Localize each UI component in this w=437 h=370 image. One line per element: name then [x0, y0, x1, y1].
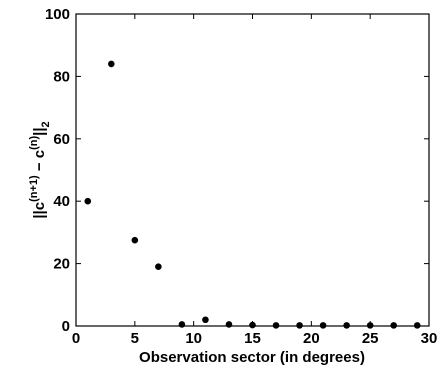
data-point — [131, 236, 139, 244]
y-tick-label: 100 — [45, 6, 70, 23]
data-point — [202, 316, 209, 324]
data-point — [155, 263, 162, 271]
x-tick-label: 0 — [72, 330, 80, 347]
data-points — [84, 60, 421, 329]
x-tick-label: 10 — [185, 330, 202, 347]
data-point — [249, 321, 256, 329]
y-tick-label: 40 — [53, 193, 70, 210]
y-tick-label: 80 — [53, 68, 70, 85]
data-point — [108, 60, 115, 68]
x-tick-label: 30 — [421, 330, 437, 347]
y-axis-label: ||c(n+1) − c(n)||2 — [28, 121, 52, 218]
x-tick-label: 15 — [244, 330, 261, 347]
data-point — [319, 322, 327, 329]
data-point — [178, 321, 186, 328]
data-point — [225, 321, 233, 328]
data-point — [343, 322, 350, 329]
x-tick-label: 5 — [131, 330, 139, 347]
x-tick-label: 25 — [362, 330, 379, 347]
data-point — [366, 322, 374, 329]
y-axis-ticks: 0 20 40 60 80 100 — [45, 6, 429, 335]
data-point — [272, 322, 280, 329]
x-axis-label: Observation sector (in degrees) — [139, 349, 365, 366]
data-point — [84, 197, 92, 205]
data-point — [296, 322, 303, 329]
plot-frame — [75, 13, 430, 327]
y-tick-label: 60 — [53, 131, 70, 148]
x-tick-label: 20 — [303, 330, 320, 347]
y-tick-label: 0 — [62, 318, 70, 335]
data-point — [413, 322, 421, 329]
data-point — [390, 322, 398, 329]
x-axis-ticks: 0 5 10 15 20 25 30 — [72, 14, 437, 347]
y-tick-label: 20 — [53, 256, 70, 273]
